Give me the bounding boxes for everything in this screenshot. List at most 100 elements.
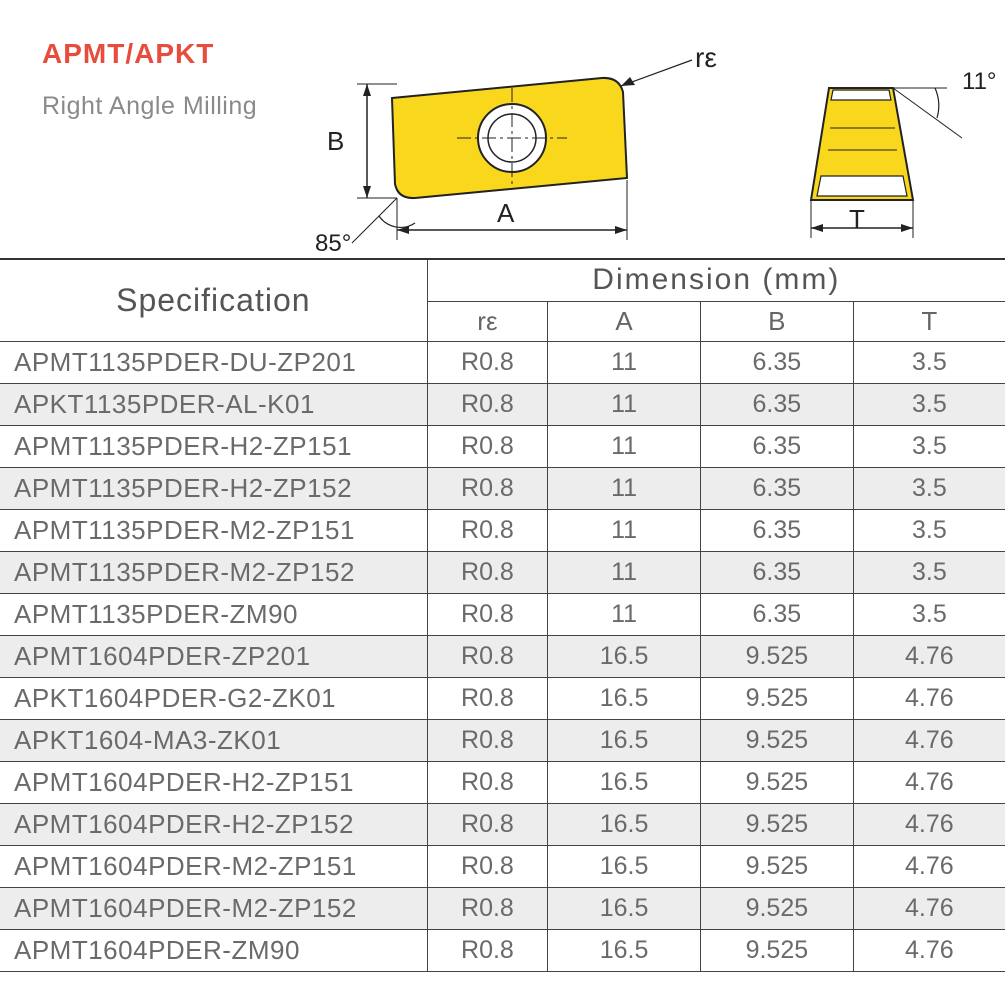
table-row: APKT1135PDER-AL-K01R0.8116.353.5 [0,383,1005,425]
cell-re: R0.8 [427,677,548,719]
cell-b: 6.35 [700,551,853,593]
cell-re: R0.8 [427,803,548,845]
cell-a: 11 [548,425,701,467]
cell-spec: APMT1604PDER-ZP201 [0,635,427,677]
cell-a: 16.5 [548,929,701,971]
cell-b: 6.35 [700,509,853,551]
label-re: rε [695,42,717,74]
specification-table-wrap: Specification Dimension (mm) rε A B T AP… [0,258,1005,972]
cell-t: 3.5 [853,341,1005,383]
cell-t: 4.76 [853,635,1005,677]
cell-t: 4.76 [853,761,1005,803]
cell-re: R0.8 [427,719,548,761]
table-row: APMT1135PDER-H2-ZP152R0.8116.353.5 [0,467,1005,509]
table-row: APMT1135PDER-DU-ZP201R0.8116.353.5 [0,341,1005,383]
cell-a: 16.5 [548,677,701,719]
cell-a: 11 [548,467,701,509]
cell-spec: APMT1135PDER-ZM90 [0,593,427,635]
cell-re: R0.8 [427,509,548,551]
th-t: T [853,301,1005,341]
cell-a: 11 [548,593,701,635]
table-row: APMT1135PDER-ZM90R0.8116.353.5 [0,593,1005,635]
table-row: APKT1604PDER-G2-ZK01R0.816.59.5254.76 [0,677,1005,719]
cell-spec: APKT1135PDER-AL-K01 [0,383,427,425]
dim-b-arrow2 [363,186,371,198]
cell-t: 4.76 [853,677,1005,719]
cell-b: 6.35 [700,341,853,383]
cell-re: R0.8 [427,635,548,677]
cell-re: R0.8 [427,341,548,383]
table-row: APMT1135PDER-M2-ZP152R0.8116.353.5 [0,551,1005,593]
cell-b: 9.525 [700,719,853,761]
cell-re: R0.8 [427,425,548,467]
cell-a: 16.5 [548,761,701,803]
cell-b: 9.525 [700,887,853,929]
label-b: B [327,126,344,157]
th-re: rε [427,301,548,341]
dim-t-arrow1 [811,224,823,232]
cell-t: 4.76 [853,803,1005,845]
cell-spec: APMT1604PDER-H2-ZP152 [0,803,427,845]
cell-t: 4.76 [853,845,1005,887]
cell-t: 3.5 [853,509,1005,551]
cell-t: 3.5 [853,593,1005,635]
cell-spec: APMT1135PDER-H2-ZP151 [0,425,427,467]
table-row: APMT1604PDER-H2-ZP152R0.816.59.5254.76 [0,803,1005,845]
cell-spec: APMT1135PDER-DU-ZP201 [0,341,427,383]
table-row: APMT1604PDER-M2-ZP152R0.816.59.5254.76 [0,887,1005,929]
label-a: A [497,198,514,229]
cell-a: 11 [548,341,701,383]
cell-a: 11 [548,509,701,551]
angle-11-arc [935,88,939,118]
cell-t: 3.5 [853,551,1005,593]
technical-diagram: B A rε 85° 11° T [297,48,997,258]
cell-t: 3.5 [853,425,1005,467]
cell-b: 6.35 [700,593,853,635]
cell-re: R0.8 [427,551,548,593]
cell-spec: APMT1604PDER-M2-ZP151 [0,845,427,887]
cell-a: 16.5 [548,887,701,929]
side-groove-bot [817,176,907,196]
th-b: B [700,301,853,341]
cell-b: 9.525 [700,803,853,845]
cell-re: R0.8 [427,845,548,887]
cell-a: 16.5 [548,635,701,677]
table-row: APMT1604PDER-ZM90R0.816.59.5254.76 [0,929,1005,971]
cell-t: 3.5 [853,383,1005,425]
dim-t-arrow2 [901,224,913,232]
cell-spec: APKT1604PDER-G2-ZK01 [0,677,427,719]
cell-spec: APMT1604PDER-ZM90 [0,929,427,971]
th-dimension: Dimension (mm) [427,259,1005,301]
cell-re: R0.8 [427,383,548,425]
cell-re: R0.8 [427,467,548,509]
cell-b: 9.525 [700,761,853,803]
cell-b: 9.525 [700,929,853,971]
cell-b: 6.35 [700,425,853,467]
label-t: T [849,204,865,235]
table-row: APMT1135PDER-H2-ZP151R0.8116.353.5 [0,425,1005,467]
side-groove-top [831,90,891,100]
angle-85-line [352,198,397,243]
table-row: APMT1135PDER-M2-ZP151R0.8116.353.5 [0,509,1005,551]
cell-re: R0.8 [427,929,548,971]
side-view-group [811,88,962,238]
label-11deg: 11° [962,68,997,96]
cell-spec: APMT1135PDER-M2-ZP152 [0,551,427,593]
cell-a: 11 [548,551,701,593]
cell-a: 16.5 [548,719,701,761]
diagram-svg [297,48,997,258]
cell-spec: APMT1604PDER-M2-ZP152 [0,887,427,929]
cell-spec: APMT1604PDER-H2-ZP151 [0,761,427,803]
dim-b-arrow1 [363,84,371,96]
table-body: APMT1135PDER-DU-ZP201R0.8116.353.5APKT11… [0,341,1005,971]
th-specification: Specification [0,259,427,341]
cell-b: 9.525 [700,845,853,887]
table-row: APMT1604PDER-H2-ZP151R0.816.59.5254.76 [0,761,1005,803]
cell-b: 9.525 [700,635,853,677]
cell-t: 3.5 [853,467,1005,509]
table-row: APMT1604PDER-M2-ZP151R0.816.59.5254.76 [0,845,1005,887]
cell-spec: APMT1135PDER-M2-ZP151 [0,509,427,551]
cell-b: 6.35 [700,467,853,509]
cell-re: R0.8 [427,761,548,803]
angle-11-line [893,88,962,138]
